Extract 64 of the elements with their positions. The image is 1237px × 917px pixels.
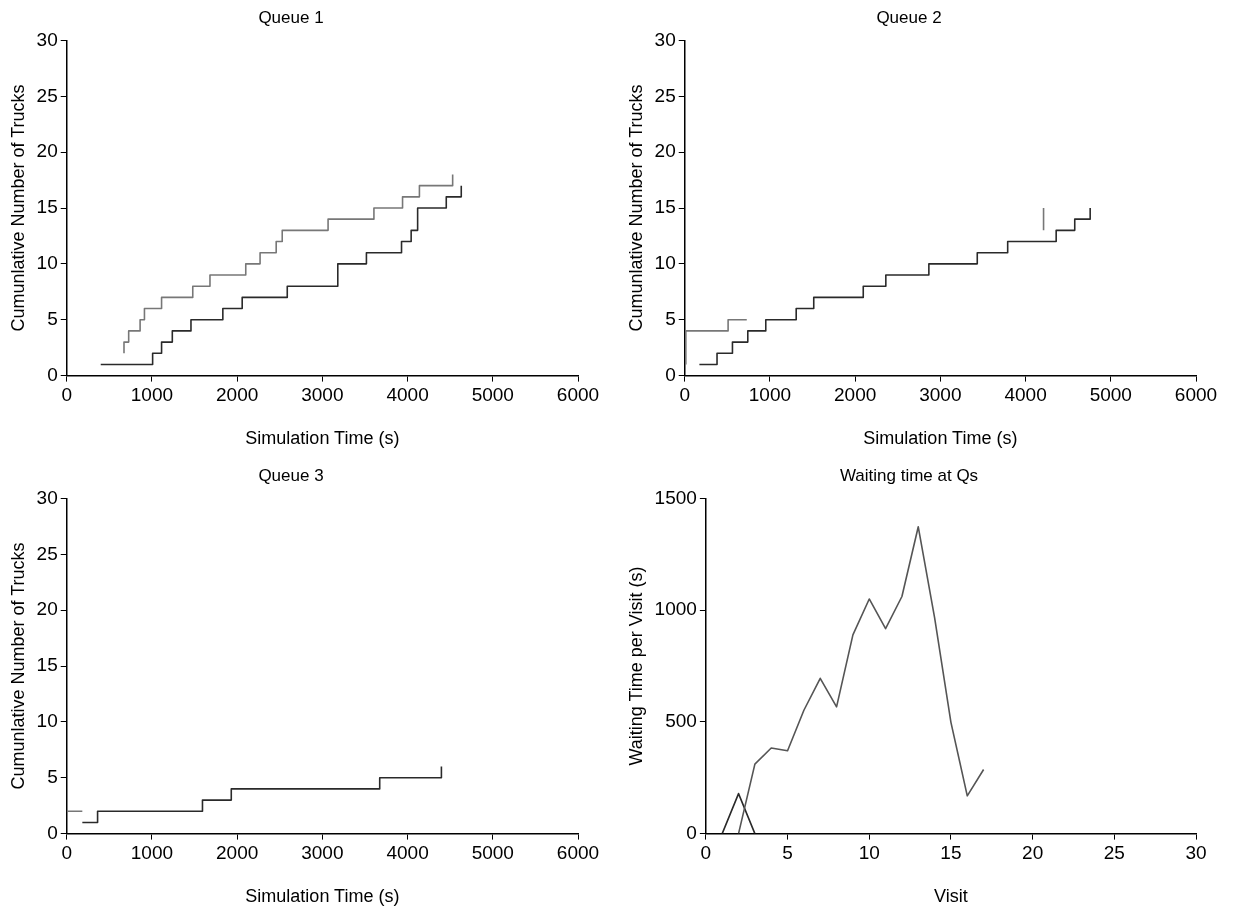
- x-tick-label: 25: [1103, 842, 1125, 864]
- x-tick-label: 6000: [1174, 384, 1218, 406]
- y-tick-label: 0: [47, 363, 58, 385]
- y-tick-label: 20: [36, 598, 58, 620]
- y-tick-label: 500: [665, 710, 697, 732]
- chart-title: Queue 1: [258, 7, 324, 27]
- y-tick-label: 20: [654, 140, 676, 162]
- x-axis-title: Simulation Time (s): [863, 428, 1018, 449]
- y-tick-label: 0: [665, 363, 676, 385]
- y-tick-label: 30: [654, 28, 676, 50]
- y-tick-label: 1500: [654, 486, 697, 508]
- chart-title: Waiting time at Qs: [839, 465, 979, 485]
- x-tick-label: 4000: [1004, 384, 1047, 406]
- x-tick-label: 1000: [130, 842, 174, 864]
- x-tick-label: 30: [1185, 842, 1207, 864]
- x-tick-label: 6000: [556, 384, 600, 406]
- y-tick-label: 15: [36, 654, 58, 676]
- y-tick-label: 25: [36, 84, 58, 106]
- x-tick-label: 2000: [834, 384, 877, 406]
- y-axis-title: Cumunlative Number of Trucks: [7, 542, 28, 790]
- x-tick-label: 5000: [1089, 384, 1132, 406]
- y-axis-title: Cumunlative Number of Trucks: [625, 84, 646, 332]
- chart-title: Queue 3: [258, 465, 324, 485]
- x-axis-title: Simulation Time (s): [245, 886, 400, 907]
- x-tick-label: 20: [1022, 842, 1044, 864]
- x-tick-label: 3000: [301, 384, 344, 406]
- x-tick-label: 2000: [216, 384, 259, 406]
- x-tick-label: 3000: [919, 384, 962, 406]
- y-tick-label: 5: [47, 307, 58, 329]
- y-tick-label: 1000: [654, 598, 697, 620]
- x-axis-title: Simulation Time (s): [245, 428, 400, 449]
- y-tick-label: 5: [665, 307, 676, 329]
- y-tick-label: 10: [36, 252, 58, 274]
- x-tick-label: 0: [61, 384, 73, 406]
- x-tick-label: 10: [858, 842, 880, 864]
- y-axis-title: Waiting Time per Visit (s): [625, 566, 646, 766]
- x-tick-label: 1000: [130, 384, 174, 406]
- chart-title: Queue 2: [876, 7, 942, 27]
- y-tick-label: 30: [36, 28, 58, 50]
- x-tick-label: 5000: [471, 842, 514, 864]
- y-tick-label: 0: [686, 821, 697, 843]
- y-tick-label: 25: [654, 84, 676, 106]
- x-tick-label: 3000: [301, 842, 344, 864]
- x-tick-label: 5000: [471, 384, 514, 406]
- x-tick-label: 4000: [386, 384, 429, 406]
- x-tick-label: 1000: [748, 384, 792, 406]
- y-axis-title: Cumunlative Number of Trucks: [7, 84, 28, 332]
- x-tick-label: 5: [782, 842, 793, 864]
- x-tick-label: 15: [940, 842, 962, 864]
- y-tick-label: 15: [36, 196, 58, 218]
- x-axis-title: Visit: [934, 886, 968, 907]
- x-tick-label: 6000: [556, 842, 600, 864]
- x-tick-label: 2000: [216, 842, 259, 864]
- y-tick-label: 0: [47, 821, 58, 843]
- y-tick-label: 5: [47, 765, 58, 787]
- y-tick-label: 25: [36, 542, 58, 564]
- x-tick-label: 0: [700, 842, 712, 864]
- y-tick-label: 30: [36, 486, 58, 508]
- y-tick-label: 10: [654, 252, 676, 274]
- x-tick-label: 0: [61, 842, 73, 864]
- y-tick-label: 15: [654, 196, 676, 218]
- y-tick-label: 10: [36, 710, 58, 732]
- y-tick-label: 20: [36, 140, 58, 162]
- x-tick-label: 4000: [386, 842, 429, 864]
